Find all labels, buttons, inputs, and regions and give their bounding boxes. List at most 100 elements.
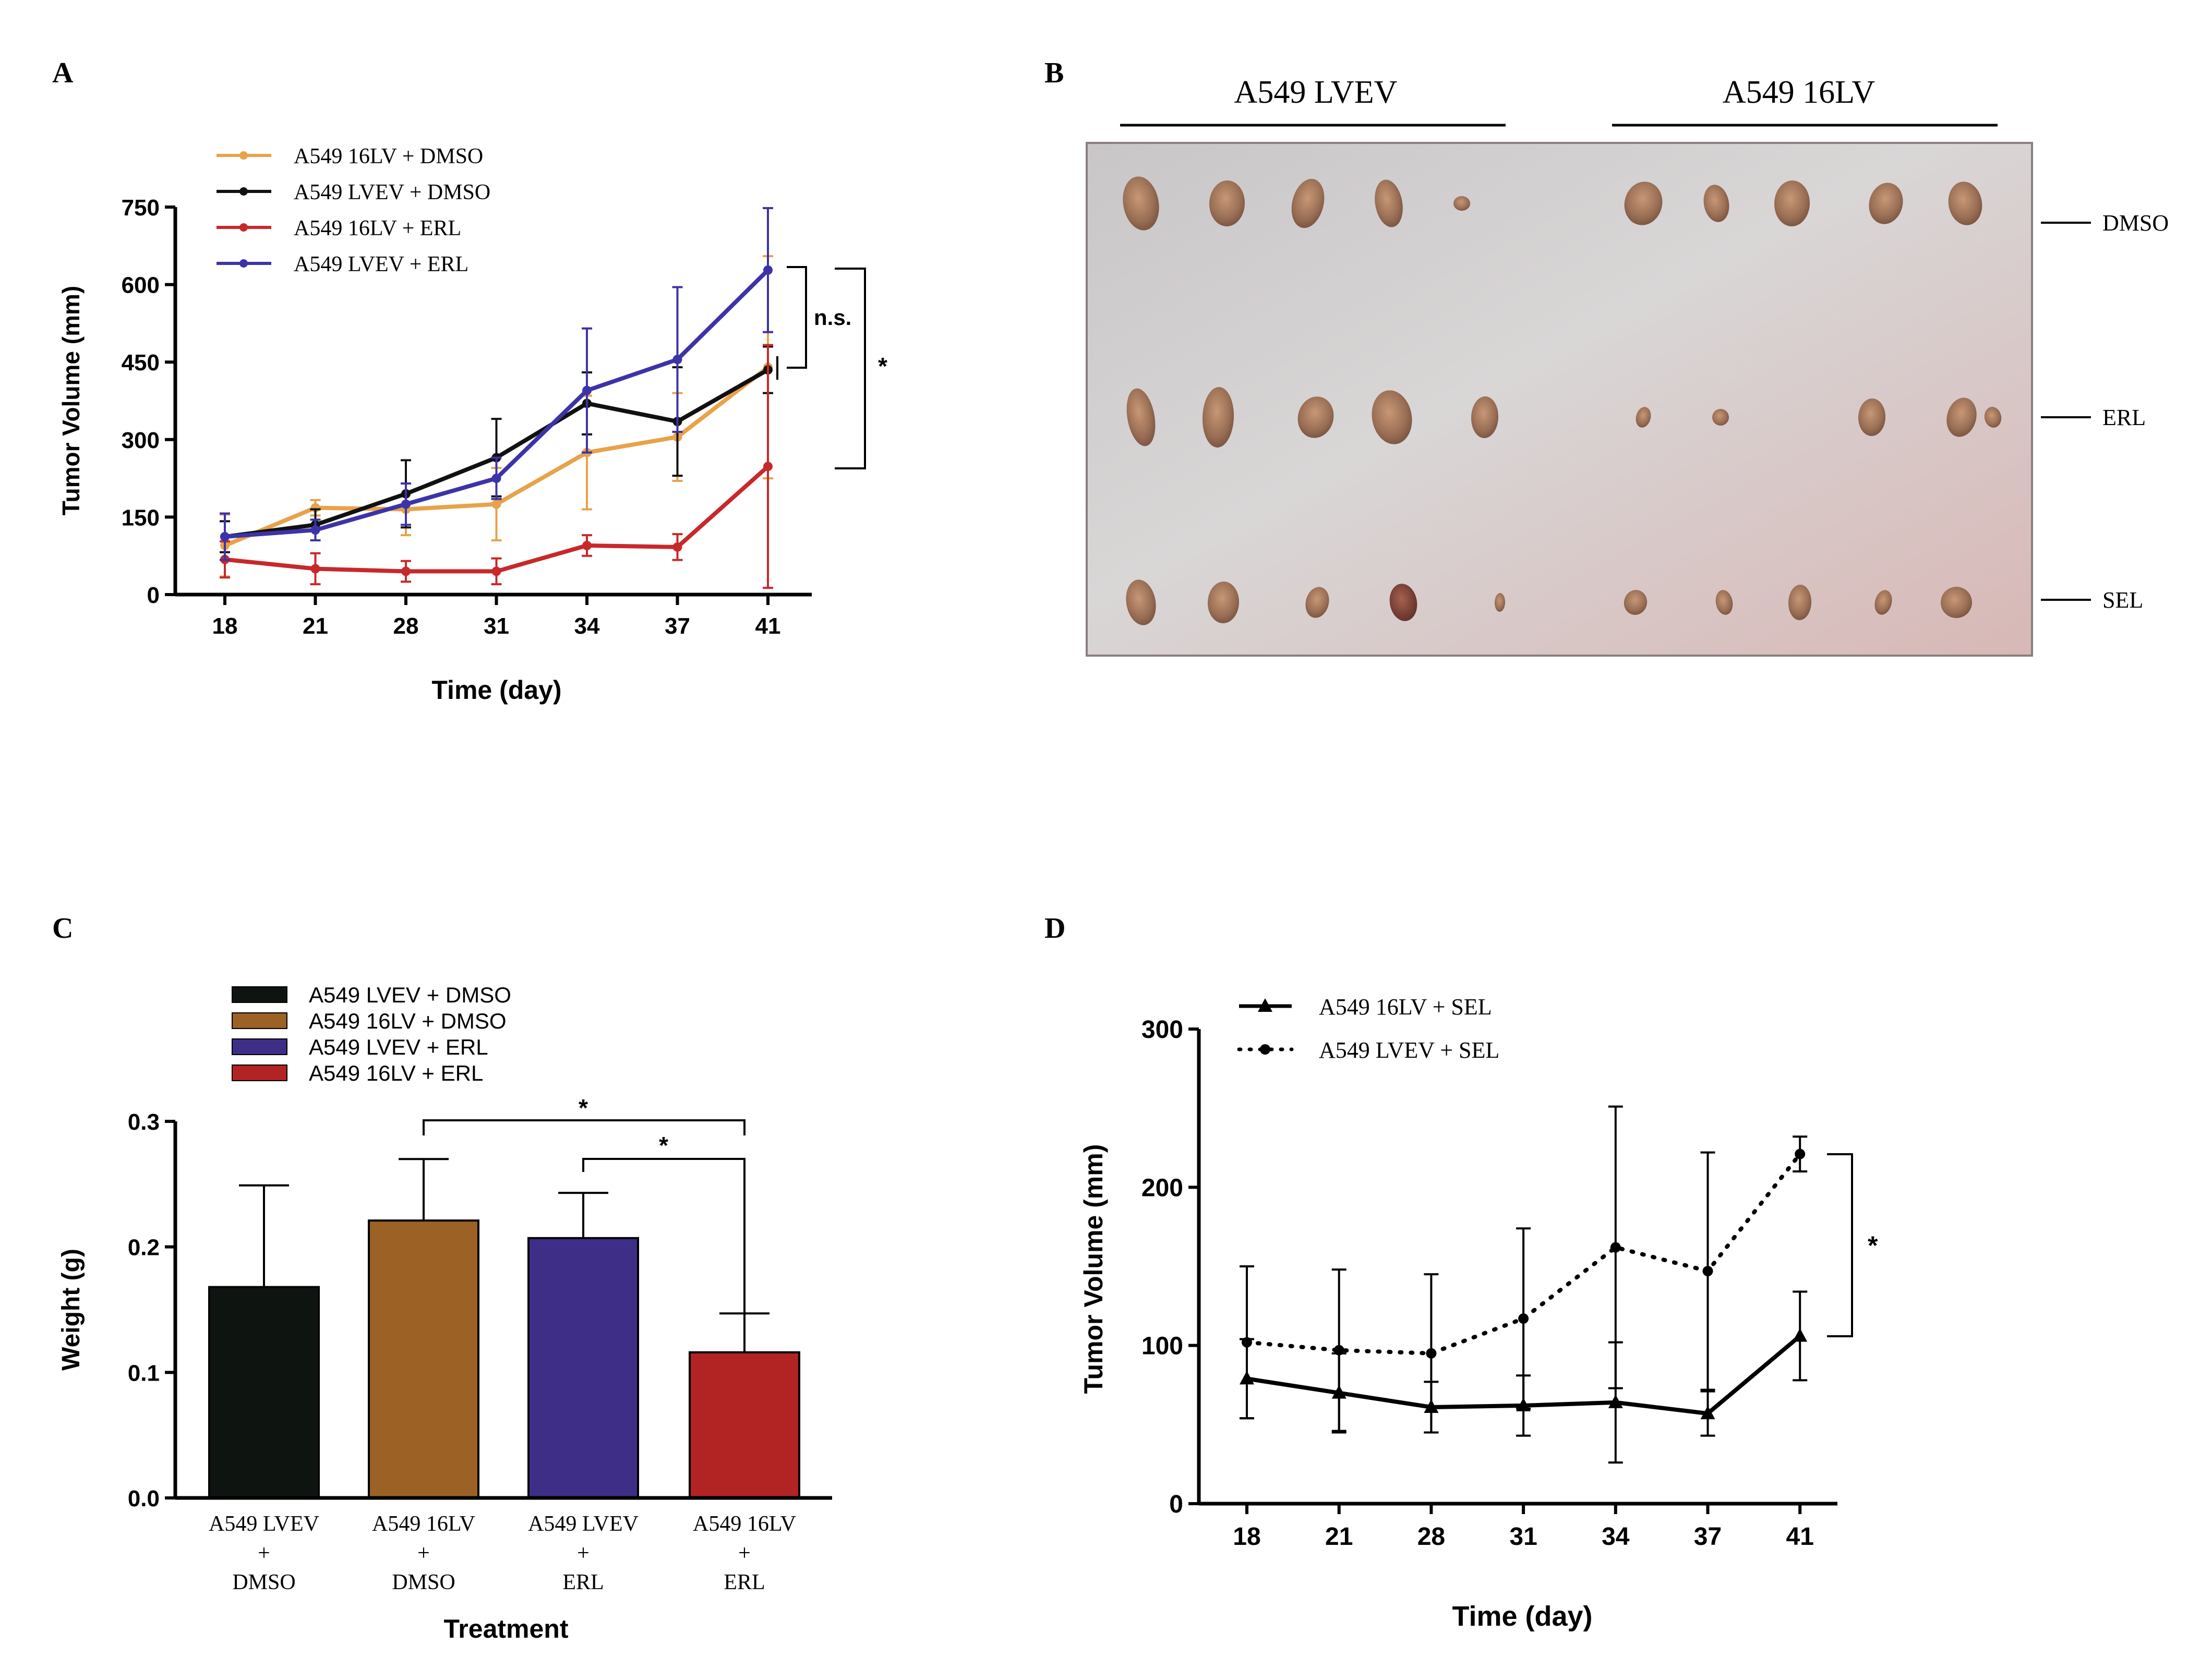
tumor-samples	[1123, 176, 2002, 625]
tumor-sample	[1788, 585, 1812, 620]
y-axis-label-d: Tumor Volume (mm)	[1079, 1144, 1108, 1394]
tumor-sample	[1123, 176, 1159, 231]
data-point-a-s3	[310, 525, 320, 535]
tumor-sample	[1375, 179, 1403, 227]
y-tick-label-a: 450	[122, 350, 160, 376]
group-label-lvev: A549 LVEV	[1234, 75, 1398, 110]
data-point-d-s0	[1793, 1328, 1808, 1342]
bar-c-2	[527, 1237, 639, 1499]
tumor-sample	[1126, 388, 1156, 446]
legend-label-c: A549 16LV + ERL	[309, 1061, 483, 1085]
tumor-sample	[1207, 582, 1240, 623]
legend-marker-d	[1260, 1044, 1270, 1055]
x-tick-label-a: 28	[393, 613, 419, 639]
data-point-d-s0	[1700, 1406, 1715, 1420]
x-tick-label-a: 34	[574, 613, 600, 639]
data-point-a-s2	[672, 542, 682, 552]
data-point-d-s1	[1426, 1348, 1437, 1359]
tumor-sample	[1389, 584, 1417, 621]
data-point-d-s1	[1610, 1242, 1621, 1253]
data-point-a-s3	[401, 499, 411, 509]
panel-label-b: B	[1044, 57, 1064, 89]
tumor-sample	[1471, 396, 1499, 438]
y-axis-label-c: Weight (g)	[57, 1249, 85, 1371]
panel-label-c: C	[52, 912, 73, 945]
y-tick-label-d: 200	[1141, 1174, 1183, 1202]
bracket-ns-a	[787, 266, 807, 369]
tumor-sample	[1202, 387, 1234, 448]
tumor-sample	[1984, 407, 2002, 428]
data-point-a-s3	[491, 474, 501, 483]
y-tick-label-c: 0.3	[128, 1109, 160, 1135]
tumor-sample	[1774, 180, 1810, 226]
tumor-sample	[1624, 590, 1648, 615]
x-tick-label-c: A549 LVEV	[209, 1512, 319, 1536]
tumor-sample	[1297, 396, 1334, 438]
y-tick-label-d: 100	[1141, 1333, 1183, 1360]
x-tick-label-a: 37	[665, 613, 690, 639]
bar-c-3	[689, 1351, 800, 1499]
legend-a: A549 16LV + DMSO A549 LVEV + DMSO A549 16L…	[217, 144, 490, 276]
x-tick-label-c: +	[738, 1541, 751, 1565]
row-label-dmso: DMSO	[2102, 210, 2169, 236]
y-tick-label-c: 0.0	[128, 1486, 160, 1511]
legend-swatch-c	[232, 986, 287, 1003]
x-tick-label-c: A549 16LV	[372, 1512, 475, 1536]
x-tick-label-c: +	[258, 1541, 270, 1565]
tumor-sample	[1372, 390, 1412, 444]
legend-label-a: A549 LVEV + DMSO	[294, 180, 490, 204]
data-point-d-s1	[1518, 1313, 1529, 1324]
y-tick-label-d: 0	[1169, 1491, 1183, 1518]
x-tick-label-d: 28	[1417, 1523, 1445, 1551]
tumor-sample	[1291, 178, 1325, 228]
row-label-sel: SEL	[2102, 587, 2143, 613]
tumor-sample	[1494, 593, 1506, 612]
legend-label-a: A549 LVEV + ERL	[294, 252, 468, 276]
y-tick-label-a: 0	[147, 583, 160, 608]
annotation-star-d: *	[1868, 1231, 1878, 1260]
x-axis-label-c: Treatment	[444, 1614, 569, 1643]
tumor-sample	[1636, 407, 1651, 428]
tumor-sample	[1869, 183, 1903, 224]
data-point-a-s0	[491, 499, 501, 509]
legend-swatch-c	[232, 1038, 287, 1055]
panel-label-a: A	[52, 57, 74, 89]
x-tick-label-c: A549 LVEV	[528, 1512, 639, 1536]
chart-a: A549 16LV + DMSO A549 LVEV + DMSO A549 16L…	[57, 144, 887, 705]
x-tick-label-a: 31	[484, 613, 509, 639]
bar-c-1	[368, 1219, 479, 1499]
x-tick-label-d: 18	[1233, 1523, 1260, 1551]
bracket-1-c	[423, 1119, 746, 1135]
y-axis-label-a: Tumor Volume (mm)	[57, 286, 85, 515]
x-axis-label-a: Time (day)	[431, 675, 561, 705]
data-point-a-s2	[401, 566, 411, 576]
legend-label-d: A549 16LV + SEL	[1319, 994, 1492, 1020]
tumor-sample	[1624, 182, 1663, 225]
legend-marker-a	[239, 151, 248, 160]
tumor-sample	[1305, 587, 1329, 618]
x-tick-label-a: 18	[212, 613, 238, 639]
tumor-sample	[1712, 409, 1729, 426]
y-tick-label-a: 300	[122, 428, 160, 453]
bracket-star-d	[1827, 1153, 1853, 1337]
bracket-star-a	[835, 268, 866, 469]
y-tick-label-c: 0.1	[128, 1360, 160, 1386]
panel-label-d: D	[1044, 912, 1065, 945]
legend-label-c: A549 LVEV + ERL	[309, 1035, 488, 1059]
x-tick-label-d: 41	[1786, 1523, 1814, 1551]
legend-marker-d	[1258, 998, 1272, 1012]
bracket-2-c	[582, 1158, 746, 1317]
x-tick-label-d: 21	[1325, 1523, 1353, 1551]
y-tick-label-c: 0.2	[128, 1235, 160, 1261]
data-point-a-s3	[763, 265, 773, 275]
legend-label-a: A549 16LV + DMSO	[294, 144, 483, 168]
y-tick-label-d: 300	[1141, 1016, 1183, 1044]
data-point-d-s0	[1608, 1394, 1623, 1408]
row-label-erl: ERL	[2102, 405, 2146, 430]
group-label-16lv: A549 16LV	[1723, 75, 1875, 110]
x-tick-label-c: DMSO	[392, 1570, 455, 1594]
data-point-d-s1	[1795, 1148, 1806, 1159]
legend-marker-a	[239, 259, 248, 268]
tumor-sample	[1703, 185, 1729, 222]
